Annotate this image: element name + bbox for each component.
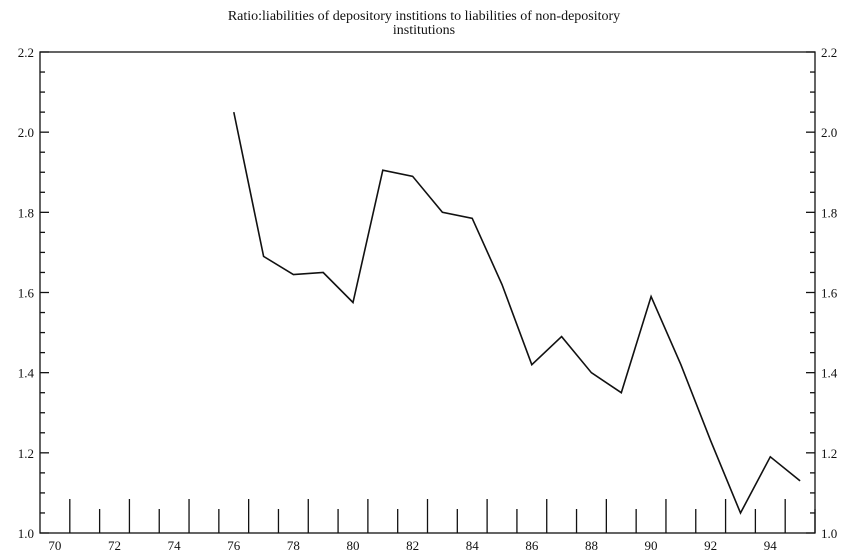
x-tick-label: 94 bbox=[764, 538, 778, 553]
left-y-tick-label: 1.4 bbox=[18, 366, 35, 381]
left-y-axis: 1.0 1.2 1.4 1.6 1.8 2.0 2.2 bbox=[18, 45, 49, 541]
x-tick-label: 74 bbox=[168, 538, 182, 553]
x-tick-label: 80 bbox=[346, 538, 359, 553]
right-y-tick-label: 1.8 bbox=[821, 205, 837, 220]
left-y-tick-label: 2.0 bbox=[18, 125, 34, 140]
x-tick-label: 78 bbox=[287, 538, 300, 553]
chart-title: Ratio:liabilities of depository institio… bbox=[228, 9, 620, 38]
left-y-tick-label: 2.2 bbox=[18, 45, 34, 60]
x-tick-label: 84 bbox=[466, 538, 480, 553]
left-y-tick-label: 1.0 bbox=[18, 526, 34, 541]
chart-title-line-1: Ratio:liabilities of depository institio… bbox=[228, 9, 620, 24]
x-tick-label: 86 bbox=[525, 538, 539, 553]
left-y-tick-label: 1.8 bbox=[18, 205, 34, 220]
x-tick-label: 88 bbox=[585, 538, 598, 553]
x-tick-label: 72 bbox=[108, 538, 121, 553]
right-y-tick-label: 2.0 bbox=[821, 125, 837, 140]
ratio-series-line bbox=[233, 111, 801, 515]
right-y-tick-label: 2.2 bbox=[821, 45, 837, 60]
x-tick-label: 76 bbox=[227, 538, 241, 553]
x-tick-label: 82 bbox=[406, 538, 419, 553]
chart-title-line-2: institutions bbox=[393, 23, 455, 38]
x-tick-label: 90 bbox=[645, 538, 658, 553]
x-tick-label: 92 bbox=[704, 538, 717, 553]
right-y-axis: 1.0 1.2 1.4 1.6 1.8 2.0 2.2 bbox=[806, 45, 838, 541]
plot-area-frame bbox=[39, 51, 816, 534]
right-y-tick-label: 1.2 bbox=[821, 446, 837, 461]
right-y-tick-label: 1.6 bbox=[821, 286, 838, 301]
right-y-tick-label: 1.0 bbox=[821, 526, 837, 541]
x-axis: 70 72 74 76 78 80 82 84 86 88 90 92 94 bbox=[48, 499, 816, 553]
left-y-tick-label: 1.2 bbox=[18, 446, 34, 461]
right-y-tick-label: 1.4 bbox=[821, 366, 838, 381]
x-tick-label: 70 bbox=[48, 538, 61, 553]
left-y-tick-label: 1.6 bbox=[18, 286, 35, 301]
